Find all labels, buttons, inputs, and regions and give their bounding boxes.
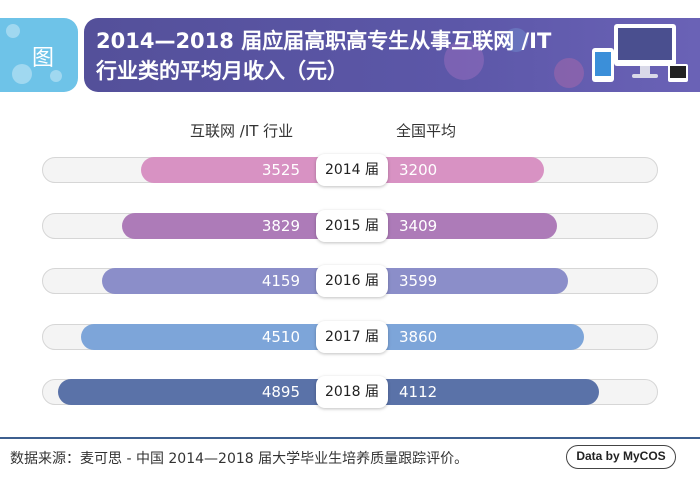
legend-internet-it: 互联网 /IT 行业 <box>190 122 294 140</box>
value-label-national-average: 3200 <box>399 161 438 179</box>
bar-internet-it <box>102 268 352 294</box>
decor-dot <box>12 64 32 84</box>
bar-national-average <box>352 323 584 350</box>
figure-tag: 图 <box>0 18 78 92</box>
value-label-internet-it: 4510 <box>261 327 300 346</box>
chart-title-line1: 2014—2018 届应届高职高专生从事互联网 /IT <box>96 29 552 53</box>
value-label-internet-it: 4159 <box>261 272 300 290</box>
chart-title: 2014—2018 届应届高职高专生从事互联网 /IT 行业类的平均月收入（元） <box>96 26 566 86</box>
data-source: 数据来源：麦可思 - 中国 2014—2018 届大学毕业生培养质量跟踪评价。 <box>10 451 469 467</box>
figure-tag-label: 图 <box>32 46 55 71</box>
value-label-national-average: 3860 <box>399 327 438 346</box>
bar-internet-it <box>81 323 352 350</box>
decor-dot <box>6 24 20 38</box>
bar-internet-it <box>122 212 352 239</box>
bar-internet-it <box>58 379 352 405</box>
value-label-internet-it: 3829 <box>261 216 300 235</box>
bar-national-average <box>352 379 599 405</box>
footer-divider <box>0 437 700 439</box>
legend-national-average: 全国平均 <box>396 122 457 140</box>
data-by-mycos-badge: Data by MyCOS <box>566 445 676 469</box>
value-label-internet-it: 3525 <box>261 161 300 179</box>
decor-dot <box>50 70 62 82</box>
decor-bubble <box>504 28 528 52</box>
category-label: 2016 届 <box>316 265 388 297</box>
category-label: 2017 届 <box>316 320 388 353</box>
value-label-internet-it: 4895 <box>261 383 300 401</box>
category-label: 2014 届 <box>316 154 388 186</box>
header: 图 2014—2018 届应届高职高专生从事互联网 /IT 行业类的平均月收入（… <box>0 18 700 92</box>
value-label-national-average: 4112 <box>399 383 438 401</box>
devices-icon <box>592 24 688 82</box>
value-label-national-average: 3409 <box>399 216 438 235</box>
value-label-national-average: 3599 <box>399 272 438 290</box>
chart-title-line2: 行业类的平均月收入（元） <box>96 59 348 83</box>
category-label: 2015 届 <box>316 209 388 242</box>
decor-bubble <box>554 58 584 88</box>
decor-bubble <box>444 40 484 80</box>
category-label: 2018 届 <box>316 376 388 408</box>
